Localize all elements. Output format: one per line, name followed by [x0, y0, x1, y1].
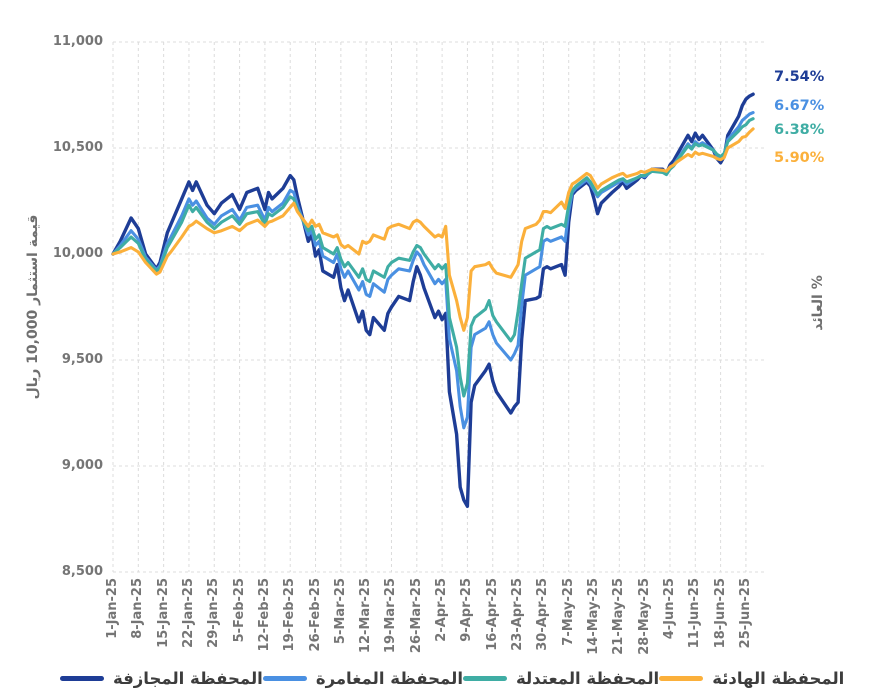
y-tick-label: 9,500 — [61, 352, 103, 367]
x-tick-label: 19-Mar-25 — [383, 578, 399, 654]
y-axis-title: قيمة استثمار 10,000 ريال — [25, 214, 41, 400]
x-tick-label: 5-Mar-25 — [332, 578, 348, 645]
series-return-percentage: 6.67% — [774, 98, 825, 114]
x-tick-label: 23-Apr-25 — [510, 578, 526, 651]
y-tick-label: 10,000 — [52, 246, 103, 261]
legend-label: المحفظة المعتدلة — [515, 668, 660, 688]
legend-item-0[interactable]: المحفظة المجازفة — [60, 669, 263, 688]
x-tick-label: 4-Jun-25 — [661, 578, 677, 640]
legend-swatch-icon — [262, 675, 307, 681]
x-tick-label: 5-Feb-25 — [231, 578, 247, 643]
legend-item-1[interactable]: المحفظة المغامرة — [262, 668, 463, 688]
x-tick-label: 19-Feb-25 — [282, 578, 298, 652]
x-tick-label: 22-Jan-25 — [180, 578, 196, 648]
series-line-0 — [111, 92, 755, 508]
x-tick-label: 12-Feb-25 — [256, 578, 272, 652]
y-tick-label: 11,000 — [52, 34, 103, 49]
series-line-2 — [111, 117, 755, 398]
series-return-percentage: 6.38% — [774, 122, 825, 138]
legend-swatch-icon — [60, 675, 104, 681]
y2-axis-title: % العائد — [810, 275, 826, 331]
y-tick-label: 9,000 — [61, 458, 103, 473]
x-tick-label: 1-Jan-25 — [105, 578, 120, 639]
x-tick-label: 30-Apr-25 — [535, 578, 551, 651]
series-line-1 — [111, 111, 755, 430]
series-return-percentage: 5.90% — [774, 150, 825, 166]
y-tick-label: 8,500 — [61, 564, 103, 579]
x-tick-label: 21-May-25 — [611, 578, 627, 655]
legend-item-2[interactable]: المحفظة المعتدلة — [462, 668, 660, 688]
legend-label: المحفظة المغامرة — [315, 668, 463, 688]
legend-item-3[interactable]: المحفظة الهادئة — [659, 669, 844, 688]
x-tick-label: 14-May-25 — [586, 578, 602, 655]
x-tick-label: 25-Jun-25 — [737, 578, 753, 649]
x-tick-label: 9-Apr-25 — [459, 578, 475, 642]
x-tick-label: 12-Mar-25 — [358, 578, 374, 654]
series-return-percentage: 7.54% — [774, 69, 825, 85]
x-tick-label: 11-Jun-25 — [687, 578, 703, 649]
x-tick-label: 29-Jan-25 — [206, 578, 222, 648]
legend: المحفظة المجازفة المحفظة المغامرة المحفظة … — [60, 661, 844, 695]
x-tick-label: 26-Feb-25 — [307, 578, 323, 652]
x-tick-label: 15-Jan-25 — [155, 578, 171, 648]
legend-swatch-icon — [659, 675, 704, 681]
y-tick-label: 10,500 — [52, 140, 103, 155]
x-tick-label: 8-Jan-25 — [130, 578, 146, 639]
legend-label: المحفظة المجازفة — [113, 668, 263, 688]
x-tick-label: 26-Mar-25 — [408, 578, 424, 654]
legend-label: المحفظة الهادئة — [712, 668, 845, 688]
x-tick-label: 2-Apr-25 — [434, 578, 450, 642]
series-line-3 — [111, 127, 755, 332]
x-tick-label: 18-Jun-25 — [712, 578, 728, 649]
legend-swatch-icon — [462, 675, 507, 681]
x-tick-label: 28-May-25 — [636, 578, 652, 655]
x-tick-label: 7-May-25 — [560, 578, 576, 646]
x-tick-label: 16-Apr-25 — [484, 578, 500, 651]
